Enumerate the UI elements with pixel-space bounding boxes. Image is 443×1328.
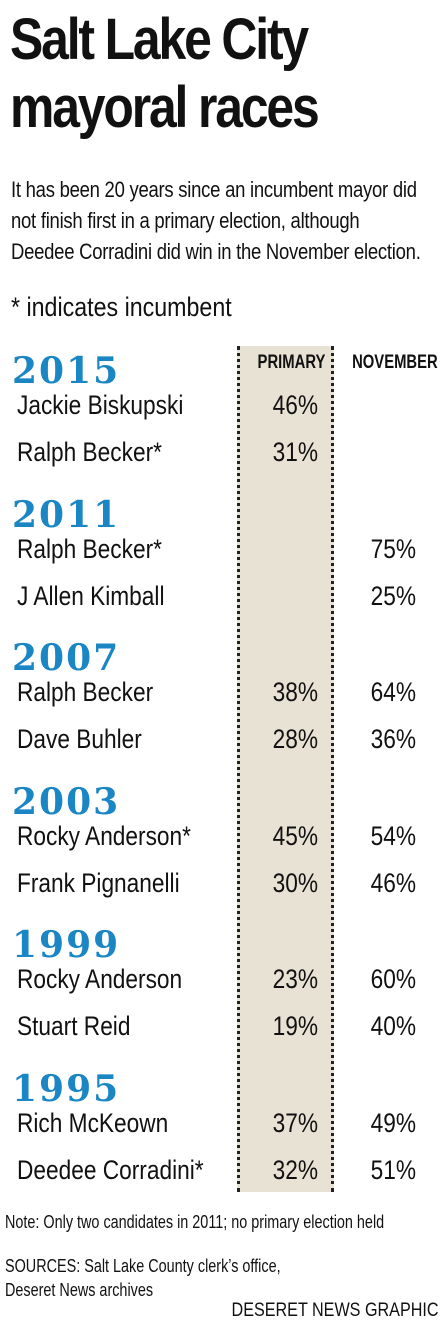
primary-percent: 45% — [272, 820, 318, 851]
candidate-name: Jackie Biskupski — [17, 390, 184, 420]
subtitle: It has been 20 years since an incumbent … — [11, 174, 431, 267]
primary-percent: 19% — [272, 1011, 318, 1042]
november-percent: 54% — [370, 820, 416, 851]
primary-percent: 28% — [272, 724, 318, 755]
candidate-name: Ralph Becker — [17, 677, 154, 708]
candidate-name: Dave Buhler — [17, 724, 142, 755]
primary-percent: 32% — [272, 1155, 318, 1185]
subtitle-line-3: Deedee Corradini did win in the November… — [11, 239, 421, 264]
footnote: Note: Only two candidates in 2011; no pr… — [5, 1212, 385, 1232]
column-header-primary: PRIMARY — [257, 352, 326, 373]
primary-percent: 38% — [272, 677, 318, 708]
primary-column-band — [237, 346, 334, 1192]
primary-percent: 31% — [272, 437, 318, 467]
candidate-name: Stuart Reid — [17, 1011, 131, 1042]
november-percent: 60% — [370, 964, 416, 995]
sources: SOURCES: Salt Lake County clerk’s office… — [5, 1254, 281, 1302]
sources-line-1: SOURCES: Salt Lake County clerk’s office… — [5, 1256, 281, 1276]
year-label: 2007 — [12, 637, 121, 680]
year-label: 2011 — [12, 493, 121, 536]
candidate-name: J Allen Kimball — [17, 580, 165, 611]
year-label: 1999 — [12, 924, 121, 967]
candidate-name: Ralph Becker* — [17, 533, 162, 564]
november-percent: 40% — [370, 1011, 416, 1042]
november-percent: 49% — [370, 1108, 416, 1138]
candidate-name: Rocky Anderson — [17, 964, 183, 995]
november-percent: 36% — [370, 724, 416, 755]
column-header-november: NOVEMBER — [352, 352, 438, 373]
primary-percent: 23% — [272, 964, 318, 995]
year-label: 1995 — [12, 1068, 121, 1110]
candidate-name: Deedee Corradini* — [17, 1155, 204, 1185]
primary-percent: 46% — [272, 390, 318, 420]
november-percent: 51% — [370, 1155, 416, 1185]
sources-line-2: Deseret News archives — [5, 1280, 154, 1300]
year-label: 2015 — [12, 350, 121, 392]
primary-percent: 37% — [272, 1108, 318, 1138]
subtitle-line-1: It has been 20 years since an incumbent … — [11, 177, 417, 202]
title-line-1: Salt Lake City — [10, 7, 309, 72]
subtitle-line-2: not finish first in a primary election, … — [11, 208, 360, 233]
primary-percent: 30% — [272, 867, 318, 898]
page-title: Salt Lake City mayoral races — [10, 6, 380, 142]
november-percent: 64% — [370, 677, 416, 708]
graphic-credit: DESERET NEWS GRAPHIC — [231, 1300, 439, 1321]
november-percent: 46% — [370, 867, 416, 898]
candidate-name: Ralph Becker* — [17, 437, 162, 467]
candidate-name: Rocky Anderson* — [17, 820, 191, 851]
candidate-name: Frank Pignanelli — [17, 867, 180, 898]
november-percent: 25% — [370, 580, 416, 611]
november-percent: 75% — [370, 533, 416, 564]
year-label: 2003 — [12, 780, 121, 823]
title-line-2: mayoral races — [10, 75, 320, 140]
candidate-name: Rich McKeown — [17, 1108, 169, 1138]
incumbent-note: * indicates incumbent — [11, 292, 232, 322]
